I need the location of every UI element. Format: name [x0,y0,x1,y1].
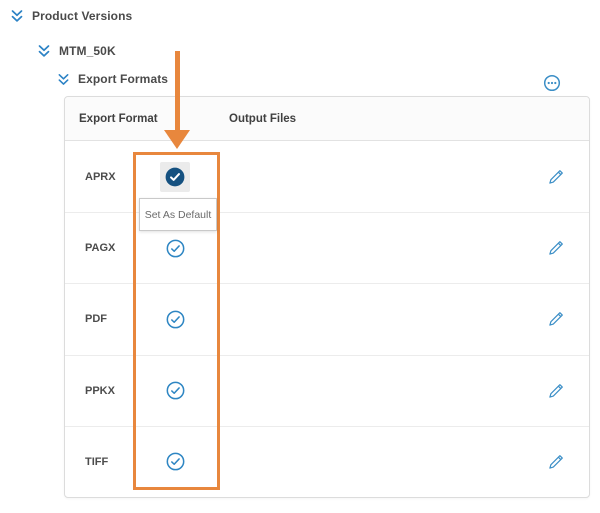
tree-node-product-versions[interactable]: Product Versions [10,9,132,23]
tree-node-label: Export Formats [78,72,169,86]
set-default-check-button[interactable] [160,233,190,263]
ellipsis-circle-icon [543,74,561,96]
pencil-icon [549,454,563,469]
format-label: PPKX [85,384,115,397]
pencil-icon [549,312,563,327]
format-label: APRX [85,170,116,183]
table-header: Export Format Output Files [65,97,589,141]
chevrons-down-icon[interactable] [37,44,51,58]
pencil-icon [549,241,563,255]
table-row: PDF [65,283,589,354]
table-row: PAGX [65,212,589,283]
pencil-icon [549,169,563,184]
format-label: PDF [85,313,107,326]
set-default-check-button[interactable] [160,376,190,406]
tree-node-label: MTM_50K [59,44,116,58]
set-as-default-tooltip: Set As Default [139,198,217,231]
column-header-export-format: Export Format [79,112,158,125]
circle-check-icon [166,239,184,258]
column-header-output-files: Output Files [229,112,297,125]
circle-check-selected-icon [165,167,185,186]
table-row: TIFF [65,425,589,497]
circle-check-icon [166,310,184,329]
edit-button[interactable] [545,237,567,259]
table-body: APRX PAGX [65,141,589,497]
circle-check-icon [166,381,184,400]
annotation-arrow-head [164,130,190,149]
set-default-check-button[interactable] [160,304,190,334]
format-label: PAGX [85,242,116,255]
edit-button[interactable] [545,308,567,330]
tree-node-mtm-50k[interactable]: MTM_50K [37,44,116,58]
chevrons-down-icon[interactable] [10,9,24,23]
table-row: PPKX [65,354,589,426]
set-default-check-button[interactable] [160,447,190,477]
pencil-icon [549,383,563,398]
set-default-check-button[interactable] [160,161,190,192]
annotation-arrow-shaft [175,51,180,131]
chevrons-down-icon[interactable] [57,73,70,86]
more-options-button[interactable] [543,74,561,92]
edit-button[interactable] [545,451,567,473]
tree-node-export-formats[interactable]: Export Formats [57,72,168,86]
circle-check-icon [166,452,184,471]
edit-button[interactable] [545,380,567,402]
edit-button[interactable] [545,166,567,188]
table-row: APRX [65,141,589,212]
tooltip-text: Set As Default [144,208,212,221]
format-label: TIFF [85,455,109,468]
tree-node-label: Product Versions [32,9,133,23]
export-formats-table: Export Format Output Files APRX [64,96,590,498]
